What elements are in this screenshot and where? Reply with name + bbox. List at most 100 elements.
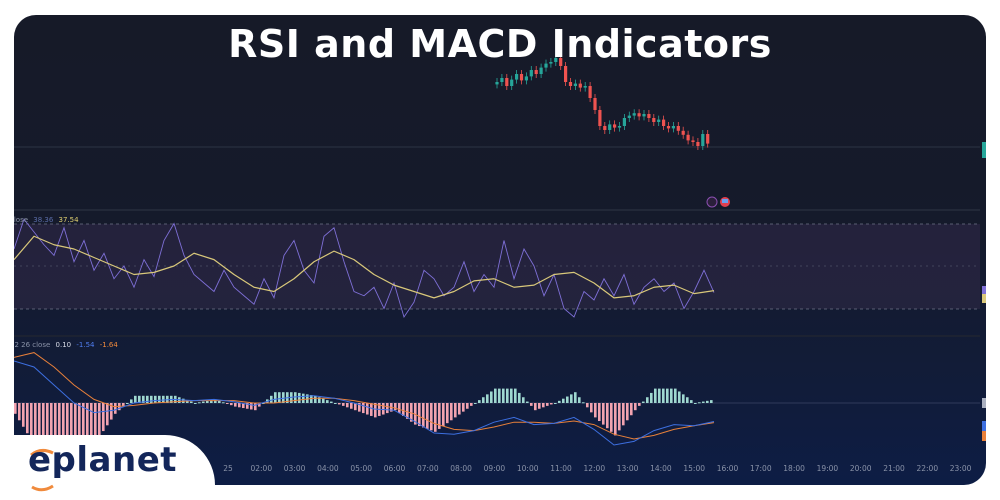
time-tick: 05:00 xyxy=(350,464,372,473)
candle xyxy=(676,126,680,131)
candle xyxy=(652,118,656,122)
macd-histogram-bar xyxy=(102,403,105,432)
macd-histogram-bar xyxy=(130,399,133,403)
macd-histogram-bar xyxy=(114,403,117,414)
macd-histogram-bar xyxy=(506,388,509,403)
macd-histogram-bar xyxy=(106,403,109,426)
price-scale-marker xyxy=(982,142,986,158)
macd-histogram-bar xyxy=(498,388,501,403)
macd-histogram-bar xyxy=(238,403,241,408)
macd-histogram-bar xyxy=(202,401,205,403)
macd-histogram-bar xyxy=(494,388,497,403)
pane-separator xyxy=(14,335,980,337)
event-icon[interactable] xyxy=(706,196,718,208)
macd-histogram-bar xyxy=(214,399,217,403)
macd-histogram-bar xyxy=(554,403,557,404)
macd-histogram-bar xyxy=(674,388,677,403)
macd-histogram-bar xyxy=(250,403,253,410)
macd-histogram-bar xyxy=(54,403,57,457)
macd-histogram-bar xyxy=(142,395,145,403)
macd-histogram-bar xyxy=(386,403,389,414)
time-tick: 06:00 xyxy=(384,464,406,473)
macd-histogram-bar xyxy=(90,403,93,446)
macd-histogram-bar xyxy=(222,402,225,404)
macd-histogram-bar xyxy=(318,397,321,403)
time-tick: 25 xyxy=(223,464,233,473)
macd-histogram-bar xyxy=(346,403,349,408)
time-tick: 12:00 xyxy=(583,464,605,473)
time-tick: 18:00 xyxy=(783,464,805,473)
macd-histogram-bar xyxy=(606,403,609,429)
macd-histogram-bar xyxy=(550,403,553,405)
signal-scale-marker xyxy=(982,431,986,441)
macd-histogram-bar xyxy=(442,403,445,427)
macd-histogram-bar xyxy=(562,398,565,403)
macd-histogram-bar xyxy=(638,403,641,406)
macd-pane xyxy=(14,352,715,457)
macd-legend-signal: -1.64 xyxy=(100,341,119,349)
time-tick: 14:00 xyxy=(650,464,672,473)
candle xyxy=(588,86,592,98)
candle xyxy=(500,78,504,82)
time-tick: 04:00 xyxy=(317,464,339,473)
macd-histogram-bar xyxy=(702,401,705,403)
macd-legend: 12 26 close 0.10 -1.54 -1.64 xyxy=(10,341,118,349)
time-axis: 25 02:00 03:00 04:00 05:00 06:00 07:00 08:00 09:… xyxy=(223,464,971,473)
macd-histogram-bar xyxy=(426,403,429,429)
pane-separator xyxy=(14,209,980,211)
time-tick: 02:00 xyxy=(250,464,272,473)
macd-histogram-bar xyxy=(26,403,29,434)
time-tick: 19:00 xyxy=(817,464,839,473)
macd-histogram-bar xyxy=(570,394,573,403)
macd-histogram-bar xyxy=(418,403,421,427)
rsi-scale-marker xyxy=(982,286,986,294)
candle xyxy=(519,74,524,81)
macd-histogram-bar xyxy=(414,403,417,425)
candle xyxy=(613,124,617,128)
macd-histogram-bar xyxy=(394,403,397,411)
macd-histogram-bar xyxy=(366,403,369,415)
macd-histogram-bar xyxy=(422,403,425,428)
time-tick: 11:00 xyxy=(550,464,572,473)
time-tick: 10:00 xyxy=(517,464,539,473)
macd-histogram-bar xyxy=(454,403,457,418)
macd-histogram-bar xyxy=(230,403,233,406)
macd-histogram-bar xyxy=(590,403,593,413)
macd-histogram-bar xyxy=(598,403,601,421)
macd-histogram-bar xyxy=(538,403,541,409)
macd-histogram-bar xyxy=(242,403,245,409)
candle xyxy=(637,113,641,117)
macd-histogram-bar xyxy=(74,403,77,457)
macd-histogram-bar xyxy=(690,400,693,403)
rsi-legend-ma: 38.36 xyxy=(33,216,54,224)
candle xyxy=(681,130,685,135)
macd-legend-params: 12 26 close xyxy=(10,341,50,349)
macd-histogram-bar xyxy=(522,397,525,403)
candle xyxy=(544,63,548,68)
time-tick: 03:00 xyxy=(284,464,306,473)
macd-histogram-bar xyxy=(354,403,357,411)
macd-histogram-bar xyxy=(334,403,337,404)
macd-histogram-bar xyxy=(510,388,513,403)
rsi-pane xyxy=(14,218,715,319)
macd-histogram-bar xyxy=(298,392,301,403)
macd-histogram-bar xyxy=(34,403,37,447)
macd-histogram-bar xyxy=(502,388,505,403)
signal-line xyxy=(14,352,715,440)
macd-histogram-bar xyxy=(682,394,685,403)
candle xyxy=(696,142,700,146)
macd-histogram-bar xyxy=(622,403,625,426)
macd-histogram-bar xyxy=(406,403,409,419)
candle xyxy=(647,114,651,118)
macd-histogram-bar xyxy=(474,403,477,404)
macd-histogram-bar xyxy=(278,392,281,403)
candle xyxy=(524,76,528,81)
macd-histogram-bar xyxy=(294,392,297,403)
candle xyxy=(554,58,558,62)
macd-histogram-bar xyxy=(654,388,657,403)
hist-scale-marker xyxy=(982,398,986,408)
macd-histogram-bar xyxy=(650,392,653,403)
macd-histogram-bar xyxy=(110,403,113,420)
macd-histogram-bar xyxy=(322,398,325,403)
